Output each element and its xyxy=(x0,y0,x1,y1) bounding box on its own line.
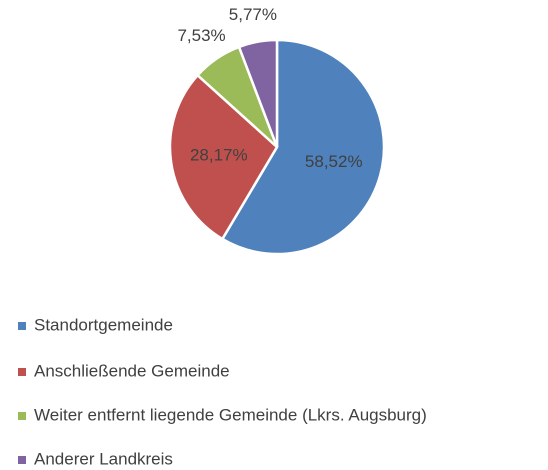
pie-slice xyxy=(220,38,386,256)
pie-slice xyxy=(168,73,279,241)
legend-label: Anderer Landkreis xyxy=(34,449,173,468)
legend-swatch xyxy=(18,368,26,376)
data-label: 7,53% xyxy=(177,26,225,45)
data-label: 28,17% xyxy=(190,145,248,164)
legend-swatch xyxy=(18,322,26,330)
pie-slice xyxy=(237,38,279,148)
legend-label: Anschließende Gemeinde xyxy=(34,361,230,380)
legend-label: Standortgemeinde xyxy=(34,315,173,334)
data-label: 58,52% xyxy=(305,152,363,171)
legend-label: Weiter entfernt liegende Gemeinde (Lkrs.… xyxy=(34,405,427,424)
legend-swatch xyxy=(18,412,26,420)
legend-swatch xyxy=(18,456,26,464)
data-label: 5,77% xyxy=(229,5,277,24)
